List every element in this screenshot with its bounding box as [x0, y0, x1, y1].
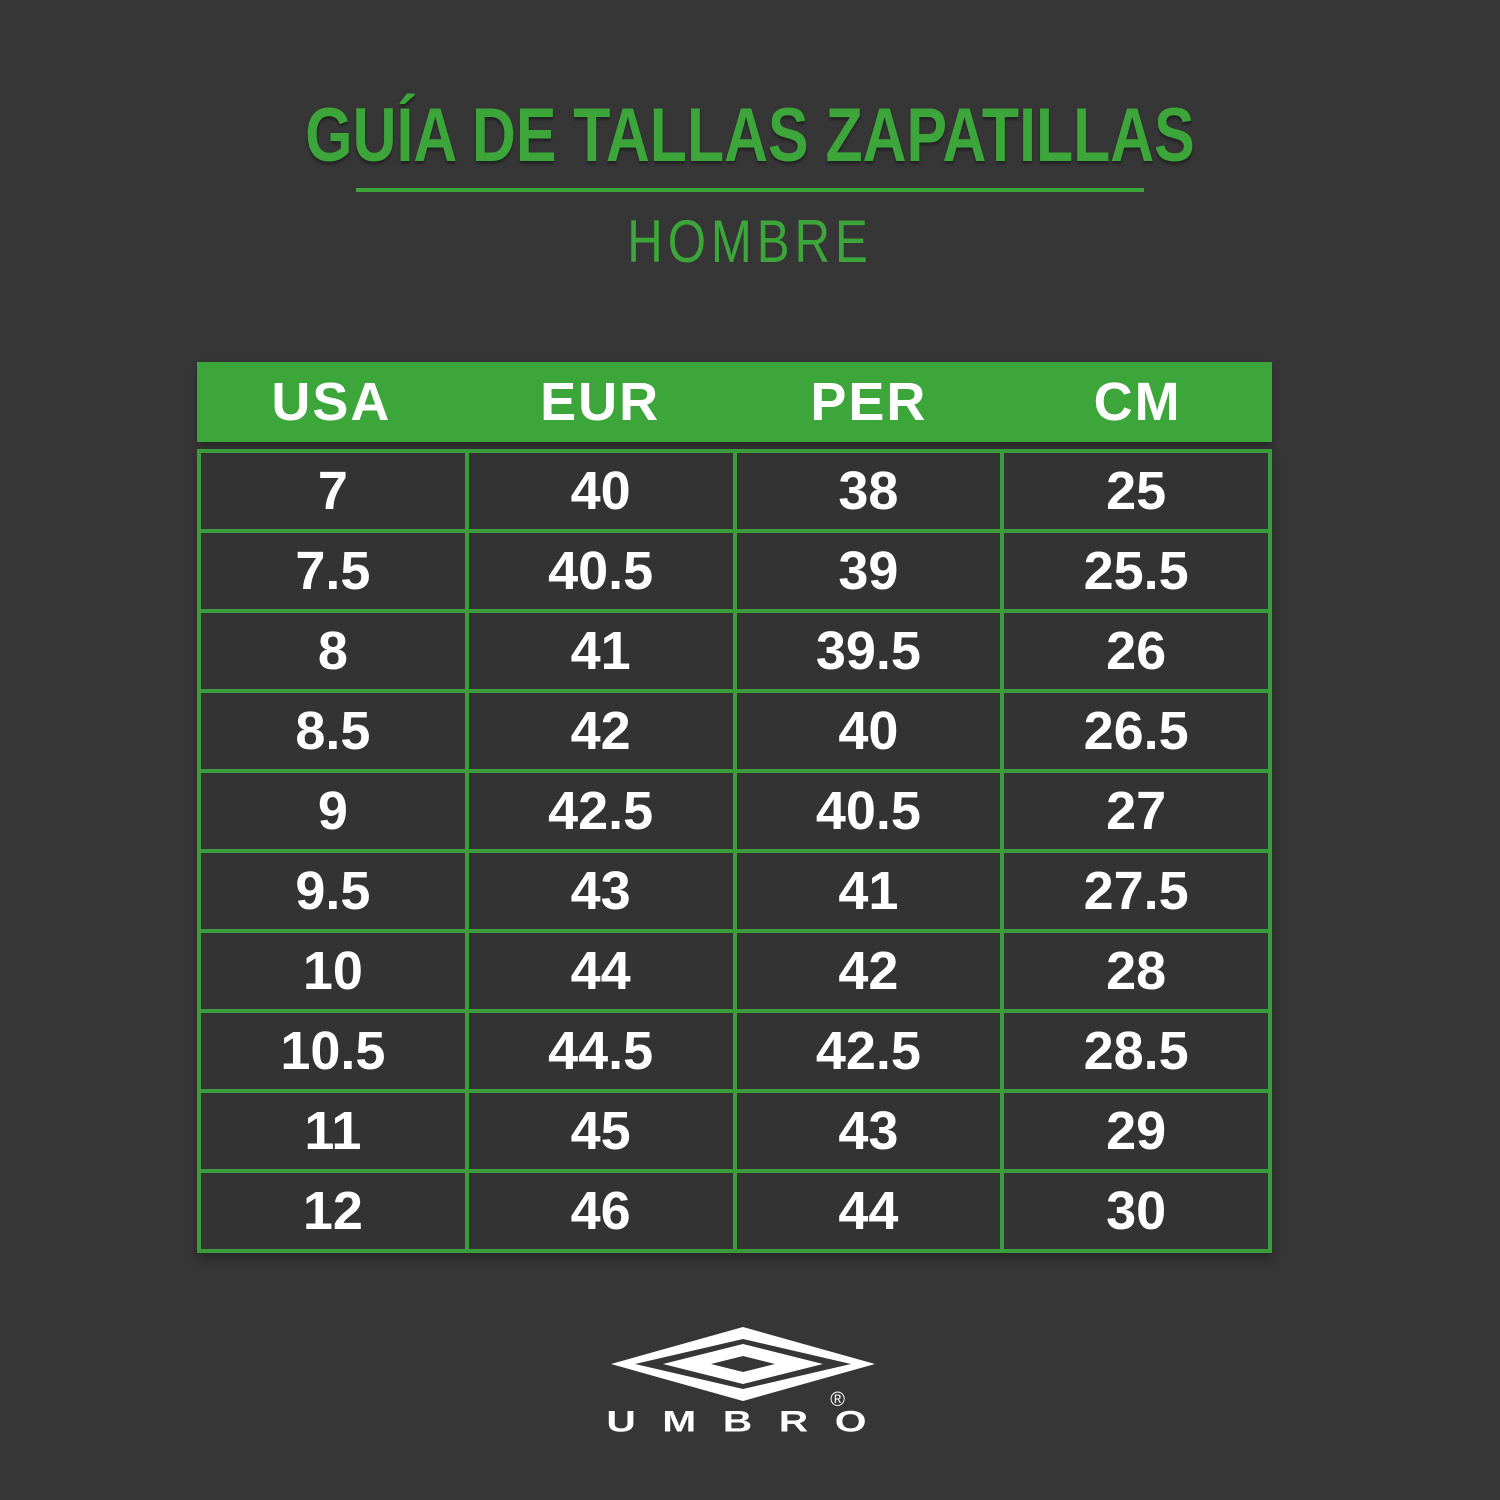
header-cell-cm: CM [1093, 372, 1182, 432]
table-cell: 7 [201, 453, 465, 529]
header-cell-per: PER [810, 372, 928, 432]
table-cell: 27 [1004, 773, 1268, 849]
table-cell: 44.5 [468, 1013, 733, 1089]
table-cell: 43 [736, 1093, 1001, 1169]
header-cell-usa: USA [271, 372, 392, 432]
table-cell: 42.5 [736, 1013, 1001, 1089]
table-cell: 25 [1004, 453, 1268, 529]
table-body: 7 40 38 25 7.5 40.5 39 25.5 8 41 39.5 26… [197, 449, 1272, 1253]
table-cell: 42.5 [468, 773, 733, 849]
table-cell: 40.5 [736, 773, 1001, 849]
table-cell: 10.5 [201, 1013, 465, 1089]
table-cell: 28.5 [1004, 1013, 1268, 1089]
table-cell: 45 [468, 1093, 733, 1169]
table-cell: 40.5 [468, 533, 733, 609]
table-cell: 42 [736, 933, 1001, 1009]
umbro-wordmark: UMBRO ® [606, 1389, 877, 1438]
table-cell: 44 [468, 933, 733, 1009]
header-cell-eur: EUR [540, 372, 661, 432]
registered-trademark-icon: ® [830, 1389, 845, 1411]
table-cell: 11 [201, 1093, 465, 1169]
title-divider [356, 188, 1144, 192]
table-cell: 27.5 [1004, 853, 1268, 929]
table-cell: 46 [468, 1173, 733, 1249]
page-title: GUÍA DE TALLAS ZAPATILLAS [305, 93, 1195, 178]
table-cell: 9 [201, 773, 465, 849]
table-cell: 39.5 [736, 613, 1001, 689]
umbro-brand-text: UMBRO [606, 1405, 894, 1438]
table-cell: 42 [468, 693, 733, 769]
table-cell: 28 [1004, 933, 1268, 1009]
table-cell: 39 [736, 533, 1001, 609]
table-header-row: USA EUR PER CM [197, 362, 1272, 442]
table-cell: 38 [736, 453, 1001, 529]
table-cell: 40 [736, 693, 1001, 769]
table-cell: 8 [201, 613, 465, 689]
table-cell: 9.5 [201, 853, 465, 929]
table-cell: 44 [736, 1173, 1001, 1249]
table-cell: 41 [468, 613, 733, 689]
table-cell: 26.5 [1004, 693, 1268, 769]
umbro-diamond-icon [611, 1327, 875, 1401]
table-cell: 8.5 [201, 693, 465, 769]
table-cell: 29 [1004, 1093, 1268, 1169]
umbro-logo: UMBRO ® [606, 1327, 877, 1438]
table-cell: 43 [468, 853, 733, 929]
page-subtitle: HOMBRE [627, 208, 873, 275]
table-cell: 41 [736, 853, 1001, 929]
size-table: USA EUR PER CM 7 40 38 25 7.5 40.5 39 25… [197, 362, 1272, 1253]
table-cell: 7.5 [201, 533, 465, 609]
table-cell: 30 [1004, 1173, 1268, 1249]
table-cell: 25.5 [1004, 533, 1268, 609]
table-cell: 40 [468, 453, 733, 529]
table-cell: 10 [201, 933, 465, 1009]
table-cell: 26 [1004, 613, 1268, 689]
table-cell: 12 [201, 1173, 465, 1249]
